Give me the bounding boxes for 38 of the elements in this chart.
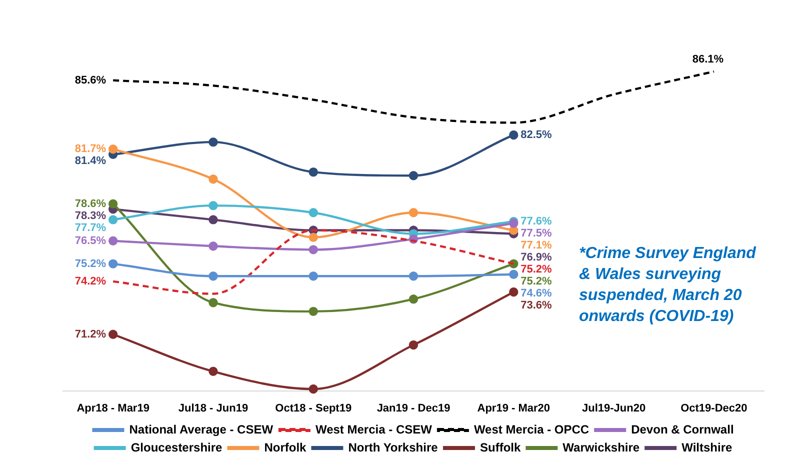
data-label: 77.5% bbox=[520, 227, 552, 240]
legend-label: Devon & Cornwall bbox=[631, 422, 734, 436]
x-tick-label: Jan19 - Dec19 bbox=[376, 402, 450, 414]
data-label: 75.2% bbox=[520, 275, 552, 288]
data-label: 71.2% bbox=[74, 328, 106, 340]
x-tick-label: Oct18 - Sept19 bbox=[275, 402, 352, 414]
data-label: 78.6% bbox=[74, 198, 106, 210]
x-tick-label: Jul19-Jun20 bbox=[582, 402, 646, 414]
annotation: *Crime Survey England & Wales surveying suspended, March 20 onwards (COVID-19) bbox=[579, 245, 758, 325]
legend-label: West Mercia - CSEW bbox=[315, 422, 433, 436]
data-label: 78.3% bbox=[74, 210, 106, 222]
data-label: 82.5% bbox=[520, 129, 552, 142]
x-tick-label: Apr18 - Mar19 bbox=[76, 402, 150, 414]
legend-label: Wiltshire bbox=[682, 440, 732, 454]
data-label: 81.7% bbox=[74, 143, 106, 156]
x-tick-label: Jul18 - Jun19 bbox=[178, 402, 248, 414]
data-label: 74.2% bbox=[74, 275, 106, 288]
data-label: 76.5% bbox=[74, 234, 106, 247]
data-label: 77.6% bbox=[520, 215, 552, 228]
data-label: 74.6% bbox=[520, 287, 552, 300]
data-label: 77.7% bbox=[74, 222, 106, 234]
data-label: 75.2% bbox=[74, 258, 106, 270]
data-label: 76.9% bbox=[520, 251, 552, 264]
legend-label: National Average - CSEW bbox=[129, 422, 274, 436]
data-label: 75.2% bbox=[520, 263, 552, 276]
legend-label: West Mercia - OPCC bbox=[474, 422, 590, 436]
data-label: 86.1% bbox=[692, 54, 724, 66]
data-label: 81.4% bbox=[74, 155, 106, 168]
x-tick-label: Apr19 - Mar20 bbox=[477, 402, 550, 414]
legend-label: Gloucestershire bbox=[130, 440, 223, 454]
legend-label: Warwickshire bbox=[562, 440, 640, 454]
data-label: 77.1% bbox=[520, 239, 552, 252]
legend-label: North Yorkshire bbox=[348, 440, 438, 454]
data-label: 85.6% bbox=[74, 74, 106, 86]
x-tick-label: Oct19-Dec20 bbox=[680, 402, 748, 414]
legend-label: Norfolk bbox=[264, 440, 307, 454]
legend-label: Suffolk bbox=[480, 440, 521, 454]
data-label: 73.6% bbox=[520, 299, 552, 312]
